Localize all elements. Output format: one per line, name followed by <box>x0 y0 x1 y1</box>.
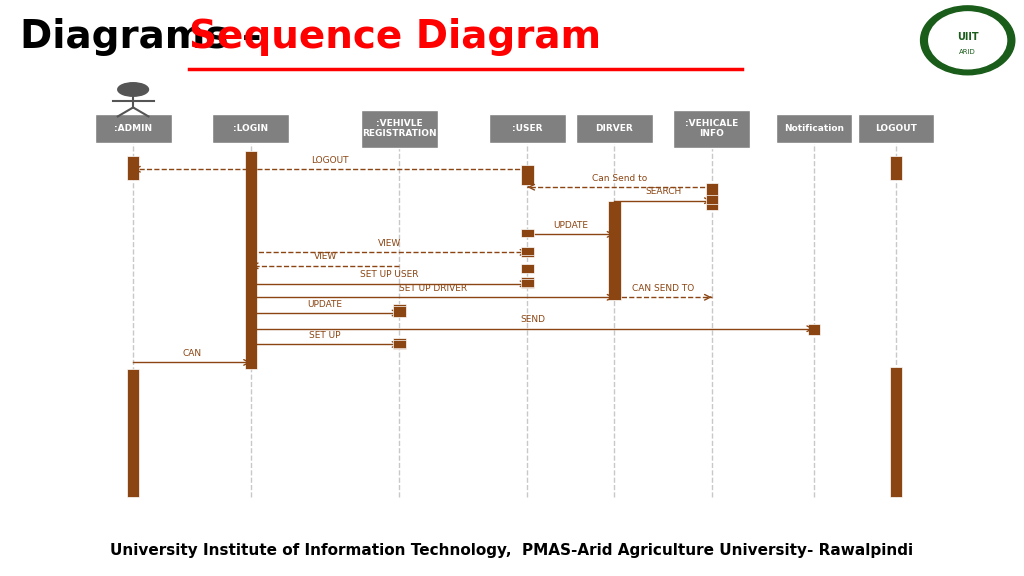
Bar <box>393 340 406 347</box>
Circle shape <box>929 12 1007 69</box>
Bar <box>608 200 621 301</box>
Text: ARID: ARID <box>959 48 976 55</box>
Text: LOGOUT: LOGOUT <box>311 156 349 165</box>
Text: :VEHIVLE
REGISTRATION: :VEHIVLE REGISTRATION <box>362 119 436 138</box>
FancyBboxPatch shape <box>489 114 565 143</box>
Bar <box>127 369 139 497</box>
Bar <box>245 151 257 369</box>
Text: Sequence Diagram: Sequence Diagram <box>189 18 601 56</box>
Bar <box>393 306 406 317</box>
FancyBboxPatch shape <box>94 114 171 143</box>
Text: SEND: SEND <box>520 315 545 324</box>
Circle shape <box>118 83 148 96</box>
Bar <box>706 183 718 210</box>
Text: University Institute of Information Technology,  PMAS-Arid Agriculture Universit: University Institute of Information Tech… <box>111 543 913 558</box>
Bar <box>706 195 718 204</box>
Bar <box>393 304 406 317</box>
Bar <box>521 229 534 237</box>
Bar <box>521 264 534 272</box>
Text: Notification: Notification <box>784 124 844 133</box>
Text: :ADMIN: :ADMIN <box>114 124 153 133</box>
Bar <box>521 247 534 256</box>
FancyBboxPatch shape <box>776 114 852 143</box>
Text: CAN: CAN <box>182 349 202 358</box>
Bar <box>521 279 534 287</box>
Text: CAN SEND TO: CAN SEND TO <box>632 284 694 293</box>
FancyBboxPatch shape <box>674 109 750 148</box>
Bar <box>890 367 902 497</box>
Text: UPDATE: UPDATE <box>307 300 343 309</box>
Text: SET UP DRIVER: SET UP DRIVER <box>398 284 467 293</box>
Text: UPDATE: UPDATE <box>553 221 589 230</box>
Text: :LOGIN: :LOGIN <box>233 124 268 133</box>
Text: LOGOUT: LOGOUT <box>876 124 916 133</box>
FancyBboxPatch shape <box>858 114 934 143</box>
Text: UIIT: UIIT <box>956 32 979 41</box>
Text: :USER: :USER <box>512 124 543 133</box>
FancyBboxPatch shape <box>213 114 289 143</box>
Bar <box>521 165 534 185</box>
Text: Can Send to: Can Send to <box>592 174 647 183</box>
Bar <box>521 277 534 289</box>
Bar <box>890 156 902 180</box>
FancyBboxPatch shape <box>361 109 438 148</box>
Text: VIEW: VIEW <box>313 252 337 262</box>
Circle shape <box>921 6 1015 75</box>
Bar <box>127 156 139 180</box>
Text: SEARCH: SEARCH <box>645 187 681 196</box>
Bar <box>393 338 406 349</box>
Bar <box>808 324 820 335</box>
Text: :VEHICALE
INFO: :VEHICALE INFO <box>685 119 738 138</box>
Bar <box>521 248 534 257</box>
Text: SET UP USER: SET UP USER <box>359 270 419 279</box>
FancyBboxPatch shape <box>575 114 653 143</box>
Text: VIEW: VIEW <box>378 239 400 248</box>
Text: Diagrams –: Diagrams – <box>20 18 262 56</box>
Text: DIRVER: DIRVER <box>596 124 633 133</box>
Text: SET UP: SET UP <box>309 331 341 340</box>
